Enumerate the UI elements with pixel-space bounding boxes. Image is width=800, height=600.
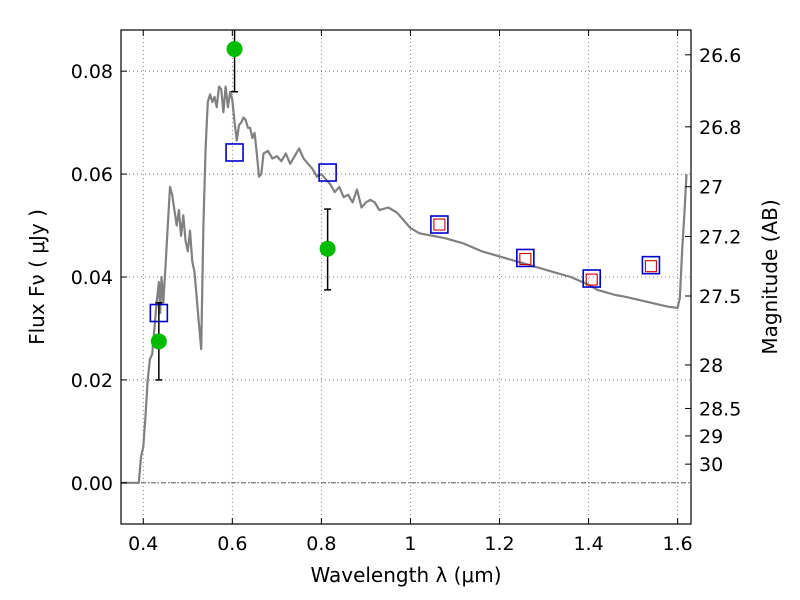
y2-tick-label: 29	[699, 426, 723, 448]
plot-area	[121, 85, 688, 484]
model-photometry-box	[582, 269, 601, 288]
y-axis-title: Flux Fν ( μJy )	[25, 209, 49, 345]
model-photometry-box	[641, 255, 661, 275]
data-markers	[149, 30, 661, 381]
y-tick-label: 0.06	[71, 164, 113, 186]
model-photometry-box	[516, 248, 535, 268]
y2-tick-label: 28.5	[699, 398, 741, 420]
model-photometry-box	[318, 163, 337, 182]
y-tick-labels: 0.00 0.02 0.04 0.06 0.08	[71, 61, 113, 495]
grid-lines	[121, 30, 691, 524]
model-photometry-box	[225, 143, 244, 162]
y2-tick-label: 27.2	[699, 227, 741, 249]
x-tick-label: 0.6	[217, 533, 247, 555]
y2-tick-label: 26.6	[699, 45, 741, 67]
observed-flux-point	[150, 333, 167, 350]
x-tick-label: 1.4	[573, 533, 603, 555]
axis-ticks	[121, 30, 691, 524]
y2-tick-label: 26.8	[699, 117, 741, 139]
x-tick-label: 1.2	[484, 533, 514, 555]
x-tick-labels: 0.4 0.6 0.8 1 1.2 1.4 1.6	[128, 533, 693, 555]
y2-tick-label: 30	[699, 454, 723, 476]
y-tick-label: 0.02	[71, 370, 113, 392]
y-tick-label: 0.08	[71, 61, 113, 83]
x-axis-title: Wavelength λ (μm)	[310, 563, 501, 587]
x-tick-label: 0.8	[306, 533, 336, 555]
observed-flux-point	[226, 41, 243, 58]
y2-axis-title: Magnitude (AB)	[758, 199, 782, 354]
y2-tick-label: 27	[699, 177, 723, 199]
model-photometry-inner-box	[519, 252, 532, 266]
x-tick-label: 0.4	[128, 533, 158, 555]
x-tick-label: 1.6	[663, 533, 693, 555]
model-photometry-box	[430, 215, 449, 234]
y2-tick-labels: 26.6 26.8 27 27.2 27.5 28 28.5 29 30	[699, 45, 741, 476]
y2-tick-label: 28	[699, 355, 723, 377]
model-spectrum-line	[121, 85, 688, 484]
y-tick-label: 0.04	[71, 267, 113, 289]
x-tick-label: 1	[404, 533, 416, 555]
y2-tick-label: 27.5	[699, 286, 741, 308]
model-photometry-inner-box	[433, 218, 446, 231]
model-photometry-inner-box	[585, 273, 598, 286]
model-photometry-inner-box	[644, 260, 657, 273]
observed-flux-point	[319, 240, 336, 257]
y-tick-label: 0.00	[71, 473, 113, 495]
